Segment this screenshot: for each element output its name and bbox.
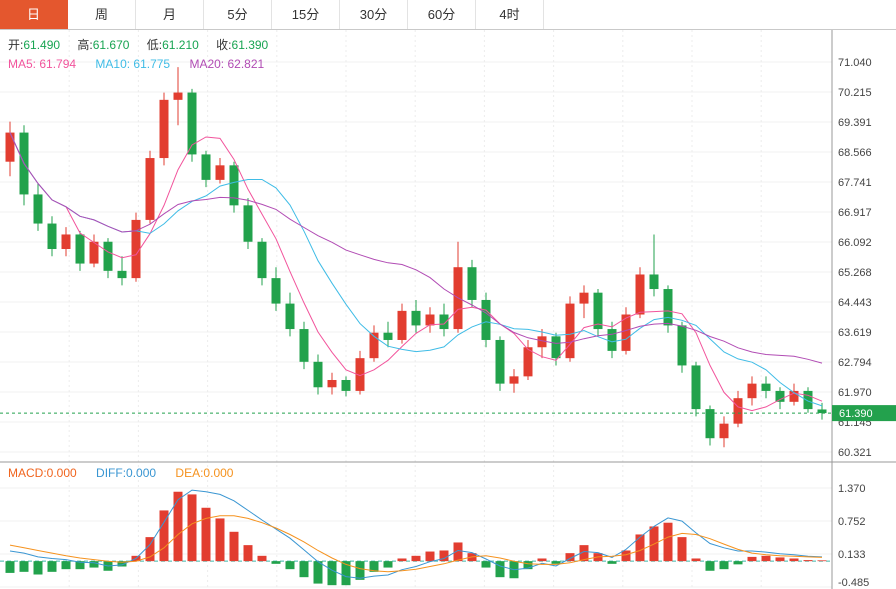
svg-text:71.040: 71.040 (838, 57, 872, 69)
svg-text:62.794: 62.794 (838, 357, 872, 369)
svg-text:66.917: 66.917 (838, 207, 872, 219)
svg-text:68.566: 68.566 (838, 147, 872, 159)
tab-month[interactable]: 月 (136, 0, 204, 29)
svg-text:64.443: 64.443 (838, 297, 872, 309)
svg-text:61.970: 61.970 (838, 387, 872, 399)
diff-line (9, 489, 823, 579)
svg-text:-0.485: -0.485 (838, 577, 869, 589)
tab-60min[interactable]: 60分 (408, 0, 476, 29)
svg-text:66.092: 66.092 (838, 237, 872, 249)
last-price-tag (832, 405, 896, 422)
ma5-line (9, 132, 823, 412)
tab-5min[interactable]: 5分 (204, 0, 272, 29)
svg-text:63.619: 63.619 (838, 327, 872, 339)
tab-15min[interactable]: 15分 (272, 0, 340, 29)
svg-text:69.391: 69.391 (838, 117, 872, 129)
last-price-text: 61.390 (839, 408, 873, 420)
svg-text:70.215: 70.215 (838, 87, 872, 99)
tab-30min[interactable]: 30分 (340, 0, 408, 29)
tab-4hour[interactable]: 4时 (476, 0, 544, 29)
candlestick-series (5, 67, 827, 448)
chart-canvas[interactable]: 71.040 70.215 69.391 68.566 67.741 66.917 66.0… (0, 30, 896, 589)
svg-text:1.370: 1.370 (838, 483, 866, 495)
svg-text:60.321: 60.321 (838, 447, 872, 459)
ma20-line (9, 132, 823, 364)
interval-tabbar: 日 周 月 5分 15分 30分 60分 4时 (0, 0, 896, 30)
svg-text:67.741: 67.741 (838, 177, 872, 189)
svg-text:0.752: 0.752 (838, 516, 866, 528)
dea-line (9, 515, 823, 573)
tab-day[interactable]: 日 (0, 0, 68, 29)
ma10-line (9, 132, 823, 407)
tab-week[interactable]: 周 (68, 0, 136, 29)
svg-text:65.268: 65.268 (838, 267, 872, 279)
price-axis: 71.040 70.215 69.391 68.566 67.741 66.917 66.0… (838, 57, 872, 589)
grid (0, 30, 832, 589)
svg-text:0.133: 0.133 (838, 549, 866, 561)
